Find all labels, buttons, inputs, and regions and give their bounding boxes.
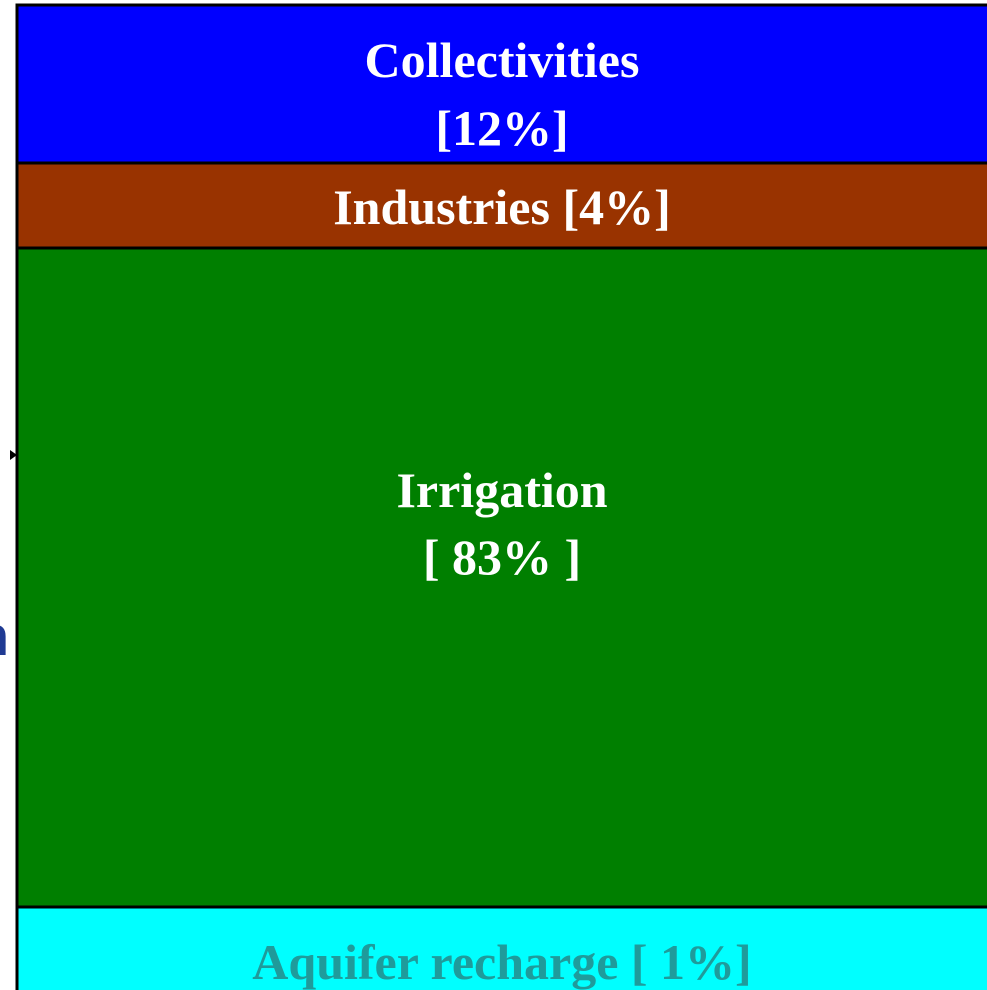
block	[15, 3, 987, 165]
block-share: [4%]	[562, 179, 670, 235]
blocks: Collectivities [12%] Industries [4%] Irriga…	[15, 3, 987, 990]
block-label: Aquifer recharge [ 1%]	[252, 934, 751, 990]
block-name: Collectivities	[365, 32, 640, 88]
block	[15, 161, 987, 250]
block-share: [ 1%]	[631, 934, 752, 990]
arrow-head	[10, 450, 17, 460]
block-share: [ 83% ]	[423, 529, 581, 585]
block-name: Aquifer recharge	[252, 934, 618, 990]
block	[15, 905, 987, 990]
block	[15, 246, 987, 909]
block-name: Irrigation	[396, 462, 607, 518]
block-share: [12%]	[435, 100, 568, 156]
block-label: Industries [4%]	[333, 179, 671, 235]
edge-text: n	[0, 604, 9, 667]
block-name: Industries	[333, 179, 550, 235]
